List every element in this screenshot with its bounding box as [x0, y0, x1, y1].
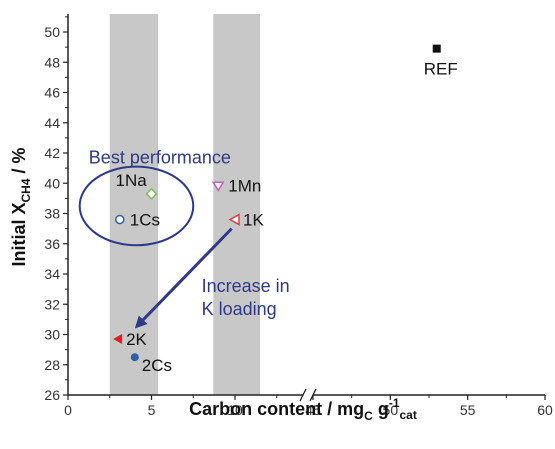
y-axis-label: Initial XCH4 / %	[9, 147, 33, 266]
point-label-1na: 1Na	[116, 171, 148, 190]
y-tick-label: 30	[44, 327, 60, 343]
data-points	[113, 44, 441, 362]
point-1k	[228, 213, 240, 226]
y-tick-label: 26	[44, 387, 60, 403]
x-tick-label: 50	[383, 402, 399, 418]
shaded-band-2	[213, 14, 261, 395]
point-label-1k: 1K	[243, 211, 264, 230]
annotation-increase-k-loading-line: K loading	[202, 299, 277, 319]
annotation-best-performance: Best performance	[89, 148, 231, 168]
x-tick-label: 55	[460, 402, 476, 418]
shaded-band-1	[109, 14, 159, 395]
shaded-bands	[109, 14, 261, 395]
y-tick-label: 38	[44, 206, 60, 222]
axis-break-mark-1	[299, 388, 307, 402]
best-performance-ellipse	[78, 165, 195, 247]
loading-arrow-shaft	[142, 227, 233, 321]
y-tick-label: 50	[44, 24, 60, 40]
point-labels: REF 1Na 1Mn 1Cs 1K 2K 2Cs	[116, 60, 458, 376]
point-1cs	[115, 214, 125, 225]
y-tick-label: 32	[44, 296, 60, 312]
point-2k	[113, 334, 123, 345]
point-ref	[432, 44, 441, 53]
point-label-ref: REF	[424, 60, 458, 79]
x-tick-label: 10	[227, 402, 243, 418]
x-tick-label: 0	[64, 402, 72, 418]
best-performance-ellipse-group	[78, 165, 195, 247]
point-2cs	[130, 353, 139, 362]
point-label-2cs: 2Cs	[142, 356, 172, 375]
y-tick-label: 46	[44, 85, 60, 101]
y-tick-label: 28	[44, 357, 60, 373]
annotations: Best performance Increase in K loading	[89, 148, 290, 320]
y-tick-label: 36	[44, 236, 60, 252]
loading-arrow-group	[134, 227, 233, 329]
loading-arrow-head	[134, 315, 148, 329]
x-tick-label: 60	[537, 402, 553, 418]
annotation-increase-k-loading-line: Increase in	[202, 276, 290, 296]
y-tick-label: 42	[44, 145, 60, 161]
point-label-1mn: 1Mn	[228, 176, 261, 195]
point-1mn	[211, 181, 225, 192]
point-label-1cs: 1Cs	[130, 211, 160, 230]
y-tick-label: 48	[44, 54, 60, 70]
y-tick-label: 34	[44, 266, 60, 282]
x-axis-label: Carbon content / mgC g-1cat	[189, 396, 417, 423]
x-tick-label: 45	[305, 402, 321, 418]
axes: 26 28 30 32 34 36 38 40 42 44 46 48 50 0 5 10 45 50 55 60	[44, 14, 553, 418]
x-tick-label: 5	[148, 402, 156, 418]
y-tick-label: 40	[44, 175, 60, 191]
point-1na	[145, 187, 158, 200]
point-label-2k: 2K	[126, 330, 147, 349]
y-tick-label: 44	[44, 115, 60, 131]
